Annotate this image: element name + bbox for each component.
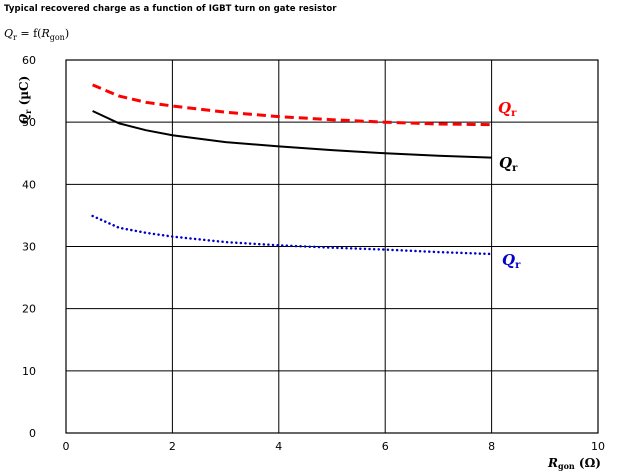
y-tick-label: 50 — [22, 116, 36, 129]
chart-formula: Qr = f(Rgon) — [4, 27, 70, 43]
x-tick-label: 2 — [169, 440, 176, 453]
series-line-3 — [91, 214, 493, 256]
x-tick-label: 8 — [488, 440, 495, 453]
x-tick-label: 10 — [591, 440, 605, 453]
y-tick-label: 60 — [22, 54, 36, 67]
y-tick-label: 10 — [22, 365, 36, 378]
chart-title: Typical recovered charge as a function o… — [4, 4, 337, 14]
series-label-1: Qr — [498, 99, 517, 119]
y-tick-label: 30 — [22, 241, 36, 254]
y-axis-label: Qr (µC) — [17, 76, 33, 125]
x-tick-label: 4 — [275, 440, 282, 453]
series-label-3: Qr — [502, 251, 521, 271]
y-tick-label: 20 — [22, 303, 36, 316]
x-tick-label: 0 — [63, 440, 70, 453]
y-tick-label: 0 — [29, 427, 36, 440]
x-tick-label: 6 — [382, 440, 389, 453]
y-tick-label: 40 — [22, 178, 36, 191]
plot-frame — [65, 59, 599, 434]
x-axis-label: Rgon (Ω) — [547, 456, 601, 471]
series-line-2 — [92, 110, 492, 159]
series-line-1 — [92, 83, 492, 127]
series-label-2: Qr — [499, 154, 518, 174]
